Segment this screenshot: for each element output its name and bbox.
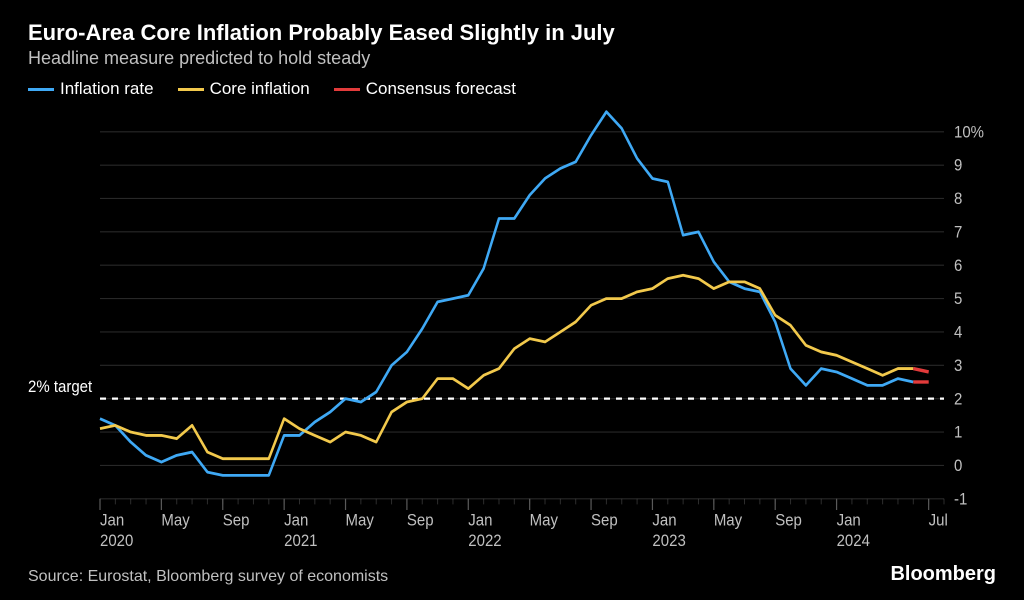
x-tick-label-month: Sep: [407, 512, 434, 530]
target-label: 2% target: [28, 378, 93, 396]
x-tick-label-month: Sep: [775, 512, 802, 530]
series-core: [100, 275, 913, 458]
y-tick-label: 3: [954, 357, 962, 375]
y-tick-label: 1: [954, 424, 962, 442]
legend-swatch-forecast: [334, 88, 360, 91]
x-tick-label-year: 2020: [100, 532, 133, 550]
legend-label-core: Core inflation: [210, 79, 310, 99]
line-chart: -1 0 1 2 3 4 5 6 7 8 9 10% 2% target Jan 2020 May Sep Jan…: [28, 105, 996, 555]
x-tick-label-year: 2021: [284, 532, 317, 550]
y-tick-label: 8: [954, 190, 962, 208]
legend-item-forecast: Consensus forecast: [334, 79, 516, 99]
x-tick-label-month: May: [530, 512, 558, 530]
legend-label-forecast: Consensus forecast: [366, 79, 516, 99]
legend-swatch-core: [178, 88, 204, 91]
legend-swatch-inflation: [28, 88, 54, 91]
x-tick-label-month: Sep: [223, 512, 250, 530]
x-tick-label-year: 2022: [468, 532, 501, 550]
x-tick-label-month: Jul: [929, 512, 948, 530]
y-tick-label: 5: [954, 290, 962, 308]
brand-logo: Bloomberg: [890, 563, 996, 586]
x-tick-label-month: Jan: [837, 512, 861, 530]
y-tick-label: 9: [954, 157, 962, 175]
x-tick-label-month: May: [346, 512, 374, 530]
x-tick-label-month: May: [161, 512, 189, 530]
x-tick-label-month: Sep: [591, 512, 618, 530]
y-tick-label: 6: [954, 257, 962, 275]
source-text: Source: Eurostat, Bloomberg survey of ec…: [28, 568, 388, 586]
x-tick-label-month: May: [714, 512, 742, 530]
series-inflation: [100, 112, 913, 476]
x-tick-label-month: Jan: [652, 512, 676, 530]
chart-area: -1 0 1 2 3 4 5 6 7 8 9 10% 2% target Jan 2020 May Sep Jan…: [28, 105, 996, 555]
chart-subtitle: Headline measure predicted to hold stead…: [28, 48, 996, 69]
legend-item-core: Core inflation: [178, 79, 310, 99]
chart-title: Euro-Area Core Inflation Probably Eased …: [28, 20, 996, 46]
y-tick-label: 2: [954, 391, 962, 409]
series-forecast-core: [913, 369, 928, 372]
legend-label-inflation: Inflation rate: [60, 79, 154, 99]
legend-item-inflation: Inflation rate: [28, 79, 154, 99]
y-tick-label: -1: [954, 491, 967, 509]
y-tick-label: 4: [954, 324, 962, 342]
x-tick-label-year: 2024: [837, 532, 870, 550]
x-tick-label-month: Jan: [468, 512, 492, 530]
x-tick-label-month: Jan: [284, 512, 308, 530]
legend: Inflation rate Core inflation Consensus …: [28, 79, 996, 99]
x-tick-label-year: 2023: [652, 532, 685, 550]
y-tick-label: 10%: [954, 124, 984, 142]
y-tick-label: 7: [954, 224, 962, 242]
x-tick-label-month: Jan: [100, 512, 124, 530]
y-tick-label: 0: [954, 457, 962, 475]
